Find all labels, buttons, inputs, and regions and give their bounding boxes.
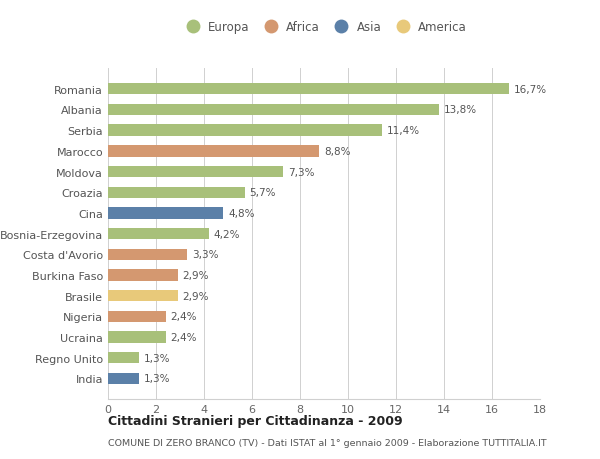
Bar (108, 84, 509, 95)
Bar (108, 167, 283, 178)
Text: 5,7%: 5,7% (250, 188, 276, 198)
Text: Cittadini Stranieri per Cittadinanza - 2009: Cittadini Stranieri per Cittadinanza - 2… (108, 414, 403, 428)
Bar (108, 291, 178, 302)
Bar (108, 249, 187, 260)
Text: 4,2%: 4,2% (214, 229, 240, 239)
Text: 4,8%: 4,8% (228, 208, 254, 218)
Bar (108, 208, 223, 219)
Text: 7,3%: 7,3% (288, 167, 314, 177)
Text: COMUNE DI ZERO BRANCO (TV) - Dati ISTAT al 1° gennaio 2009 - Elaborazione TUTTIT: COMUNE DI ZERO BRANCO (TV) - Dati ISTAT … (108, 438, 547, 447)
Legend: Europa, Africa, Asia, America: Europa, Africa, Asia, America (179, 18, 469, 36)
Text: 2,4%: 2,4% (170, 312, 197, 322)
Text: 2,4%: 2,4% (170, 332, 197, 342)
Bar (108, 146, 319, 157)
Text: 2,9%: 2,9% (182, 270, 209, 280)
Bar (108, 373, 139, 384)
Text: 13,8%: 13,8% (444, 105, 477, 115)
Text: 2,9%: 2,9% (182, 291, 209, 301)
Bar (108, 187, 245, 198)
Bar (108, 105, 439, 116)
Bar (108, 353, 139, 364)
Text: 1,3%: 1,3% (144, 353, 170, 363)
Bar (108, 125, 382, 136)
Bar (108, 229, 209, 240)
Bar (108, 270, 178, 281)
Text: 16,7%: 16,7% (514, 84, 547, 95)
Text: 8,8%: 8,8% (324, 146, 350, 157)
Bar (108, 332, 166, 343)
Text: 1,3%: 1,3% (144, 374, 170, 384)
Text: 3,3%: 3,3% (192, 250, 218, 260)
Bar (108, 311, 166, 322)
Text: 11,4%: 11,4% (386, 126, 419, 136)
